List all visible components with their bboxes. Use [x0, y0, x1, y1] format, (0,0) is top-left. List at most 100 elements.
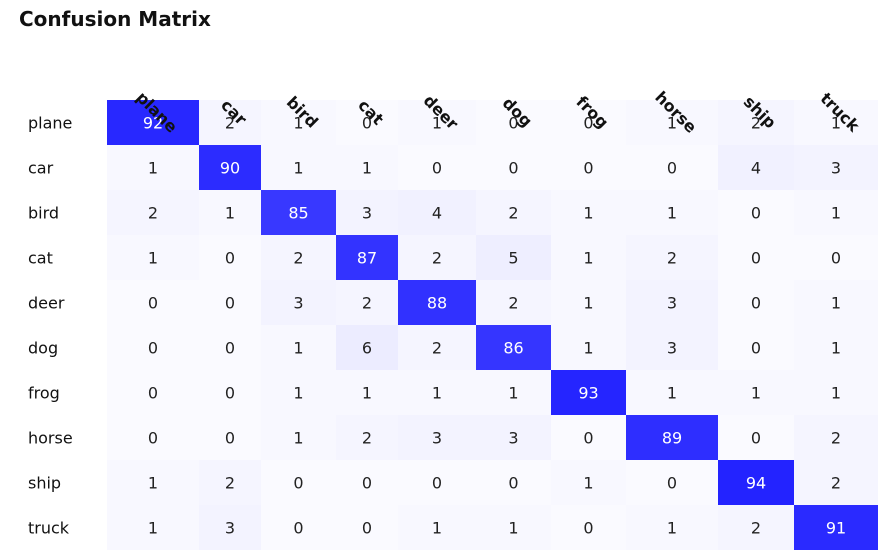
cell-value-label: 0 — [225, 294, 235, 313]
row-label-truck: truck — [28, 519, 70, 538]
cell-value-label: 0 — [508, 114, 518, 133]
heatmap-cell-bird-dog — [476, 190, 551, 235]
heatmap-cell-cat-frog — [551, 235, 626, 280]
heatmap-cell-bird-ship — [718, 190, 794, 235]
cell-value-label: 1 — [583, 339, 593, 358]
heatmap-cell-plane-dog — [476, 100, 551, 145]
cell-value-label: 0 — [148, 384, 158, 403]
row-label-ship: ship — [28, 474, 61, 493]
heatmap-cell-horse-deer — [398, 415, 476, 460]
heatmap-cell-cat-ship — [718, 235, 794, 280]
cell-value-label: 1 — [293, 429, 303, 448]
heatmap-cell-frog-car — [199, 370, 261, 415]
heatmap-cell-bird-cat — [336, 190, 398, 235]
cell-value-label: 0 — [831, 249, 841, 268]
cell-value-label: 0 — [583, 159, 593, 178]
heatmap-cell-horse-plane — [107, 415, 199, 460]
cell-value-label: 0 — [225, 429, 235, 448]
heatmap-cell-ship-truck — [794, 460, 878, 505]
heatmap-cell-truck-cat — [336, 505, 398, 550]
heatmap-cell-car-deer — [398, 145, 476, 190]
heatmap-cell-dog-deer — [398, 325, 476, 370]
heatmap-cell-ship-deer — [398, 460, 476, 505]
heatmap-cell-cat-horse — [626, 235, 718, 280]
cell-value-label: 3 — [225, 519, 235, 538]
heatmap-cell-dog-frog — [551, 325, 626, 370]
heatmap-cell-dog-horse — [626, 325, 718, 370]
cell-value-label: 1 — [148, 249, 158, 268]
heatmap-cell-deer-cat — [336, 280, 398, 325]
heatmap-cell-dog-dog — [476, 325, 551, 370]
cell-value-label: 1 — [667, 384, 677, 403]
heatmap-cell-car-plane — [107, 145, 199, 190]
cell-value-label: 93 — [578, 384, 598, 403]
cell-value-label: 5 — [508, 249, 518, 268]
heatmap-cell-frog-cat — [336, 370, 398, 415]
heatmap-cell-plane-truck — [794, 100, 878, 145]
heatmap-cell-car-car — [199, 145, 261, 190]
cell-value-label: 0 — [508, 474, 518, 493]
cell-value-label: 2 — [831, 429, 841, 448]
cell-value-label: 1 — [583, 249, 593, 268]
cell-value-label: 1 — [583, 474, 593, 493]
row-label-frog: frog — [28, 384, 60, 403]
cell-value-label: 0 — [148, 339, 158, 358]
cell-value-label: 1 — [667, 114, 677, 133]
heatmap-cell-deer-car — [199, 280, 261, 325]
cell-value-label: 1 — [831, 114, 841, 133]
heatmap-cell-bird-truck — [794, 190, 878, 235]
heatmap-cell-bird-plane — [107, 190, 199, 235]
heatmap-cell-bird-deer — [398, 190, 476, 235]
cell-value-label: 2 — [667, 249, 677, 268]
cell-value-label: 3 — [432, 429, 442, 448]
cell-value-label: 0 — [362, 519, 372, 538]
row-label-plane: plane — [28, 114, 72, 133]
cell-value-label: 0 — [225, 249, 235, 268]
heatmap-cell-car-ship — [718, 145, 794, 190]
cell-value-label: 85 — [288, 204, 308, 223]
cell-value-label: 86 — [503, 339, 523, 358]
heatmap-cell-plane-frog — [551, 100, 626, 145]
cell-value-label: 0 — [751, 294, 761, 313]
cell-value-label: 2 — [148, 204, 158, 223]
cell-value-label: 6 — [362, 339, 372, 358]
cell-value-label: 1 — [831, 339, 841, 358]
heatmap-cell-deer-bird — [261, 280, 336, 325]
cell-value-label: 1 — [508, 519, 518, 538]
cell-value-label: 1 — [148, 519, 158, 538]
cell-value-label: 2 — [293, 249, 303, 268]
heatmap-cell-horse-horse — [626, 415, 718, 460]
heatmap-cell-cat-deer — [398, 235, 476, 280]
cell-value-label: 3 — [667, 294, 677, 313]
cell-value-label: 0 — [583, 429, 593, 448]
cell-value-label: 3 — [831, 159, 841, 178]
cell-value-label: 1 — [293, 339, 303, 358]
heatmap-cell-deer-plane — [107, 280, 199, 325]
heatmap-cell-truck-deer — [398, 505, 476, 550]
heatmap-cell-cat-truck — [794, 235, 878, 280]
cell-value-label: 2 — [508, 294, 518, 313]
heatmap-cell-plane-deer — [398, 100, 476, 145]
cell-value-label: 1 — [362, 384, 372, 403]
heatmap-cell-ship-frog — [551, 460, 626, 505]
cell-value-label: 1 — [751, 384, 761, 403]
heatmap-cell-dog-cat — [336, 325, 398, 370]
heatmap-cell-frog-deer — [398, 370, 476, 415]
cell-value-label: 2 — [831, 474, 841, 493]
heatmap-cell-horse-frog — [551, 415, 626, 460]
heatmap-cell-cat-dog — [476, 235, 551, 280]
cell-value-label: 0 — [225, 384, 235, 403]
cell-value-label: 1 — [432, 114, 442, 133]
heatmap-cell-ship-plane — [107, 460, 199, 505]
row-label-deer: deer — [28, 294, 65, 313]
cell-value-label: 0 — [225, 339, 235, 358]
cell-value-label: 0 — [362, 114, 372, 133]
cell-value-label: 1 — [148, 474, 158, 493]
cell-value-label: 0 — [667, 474, 677, 493]
cell-value-label: 88 — [427, 294, 447, 313]
cell-value-label: 1 — [831, 204, 841, 223]
cell-value-label: 2 — [362, 294, 372, 313]
cell-value-label: 1 — [432, 384, 442, 403]
heatmap-cell-cat-bird — [261, 235, 336, 280]
